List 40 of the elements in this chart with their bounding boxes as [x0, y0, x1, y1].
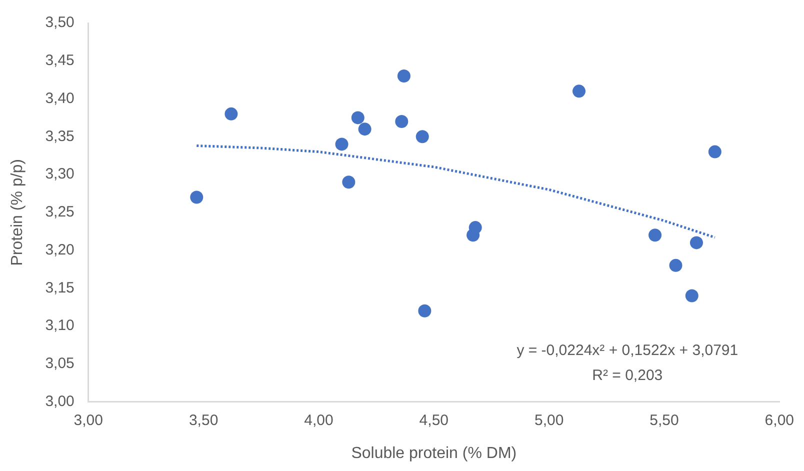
point	[351, 111, 364, 124]
y-tick-label: 3,05	[45, 355, 74, 372]
point	[708, 145, 722, 158]
x-tick-label: 5,00	[534, 412, 564, 429]
y-axis-title: Protein (% p/p)	[9, 159, 26, 266]
point	[342, 176, 356, 189]
y-tick-label: 3,10	[45, 317, 74, 334]
y-tick-label: 3,40	[45, 90, 74, 107]
line-series	[195, 144, 716, 239]
point	[418, 304, 432, 318]
y-tick-label: 3,45	[45, 52, 74, 70]
y-tick-label: 3,50	[45, 14, 74, 32]
point	[224, 107, 238, 120]
point	[669, 258, 682, 272]
y-tick-label: 3,35	[45, 128, 74, 145]
x-tick-label: 5,50	[650, 412, 679, 429]
y-tick-label: 3,20	[45, 241, 74, 258]
x-tick-label: 3,00	[74, 412, 103, 429]
y-tick-label: 3,00	[45, 392, 74, 410]
point	[416, 130, 429, 144]
point	[466, 228, 480, 242]
x-tick-label: 6,00	[764, 412, 794, 429]
point	[395, 114, 408, 128]
point	[685, 289, 698, 302]
point	[335, 138, 348, 151]
x-tick-label: 3,50	[188, 412, 218, 429]
y-tick-label: 3,30	[45, 166, 74, 183]
point	[690, 236, 703, 250]
x-tick-label: 4,00	[304, 412, 334, 429]
point	[572, 84, 586, 98]
point	[358, 122, 372, 136]
point	[397, 70, 410, 83]
y-tick-label: 3,25	[45, 204, 74, 221]
x-tick-label: 4,50	[419, 412, 448, 429]
annotation: R² = 0,203	[592, 366, 663, 384]
x-axis-title: Soluble protein (% DM)	[351, 444, 517, 462]
annotation: y = -0,0224x² + 0,1522x + 3,0791	[516, 342, 738, 359]
y-tick-label: 3,15	[45, 279, 74, 296]
point	[648, 228, 662, 242]
point	[190, 190, 204, 204]
